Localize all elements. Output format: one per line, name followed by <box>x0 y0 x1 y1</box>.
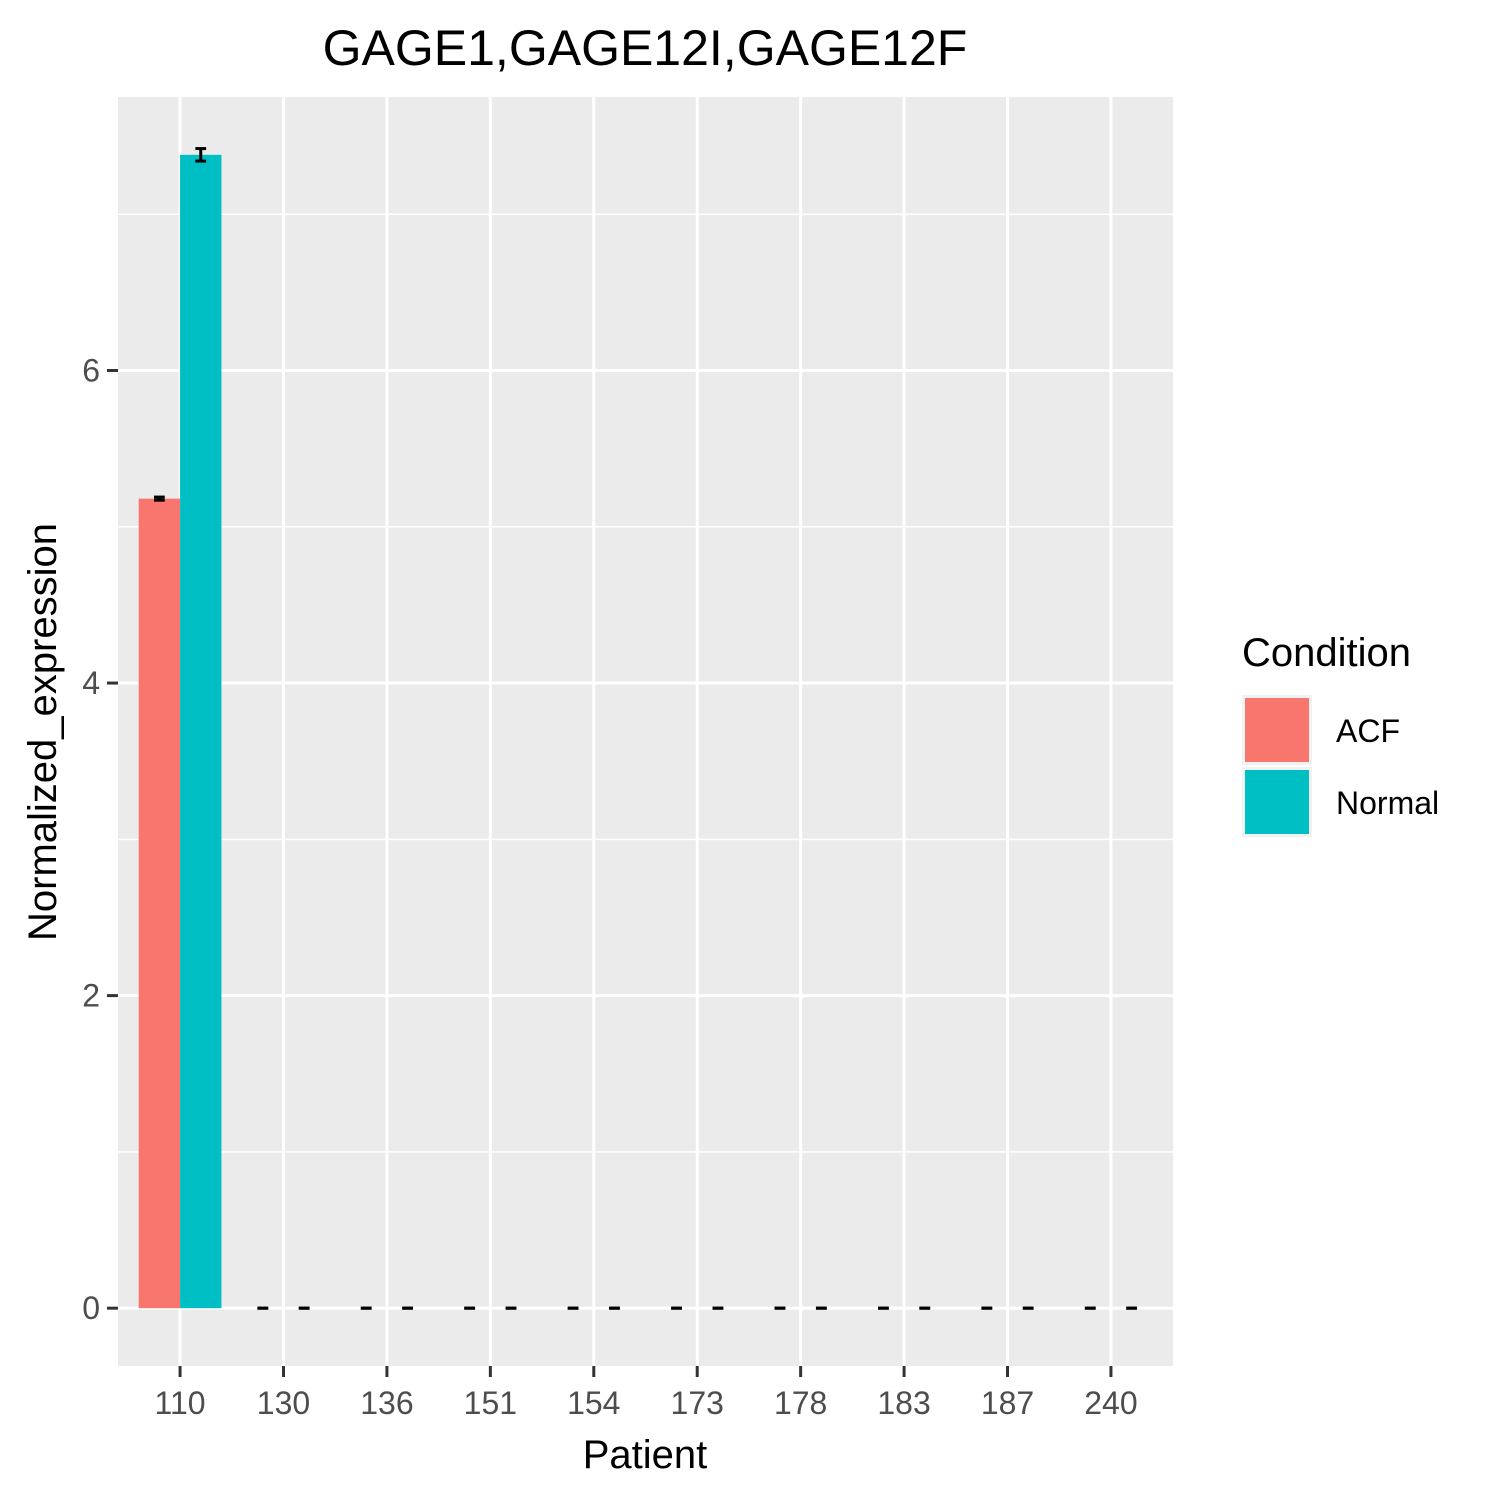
minor-gridlines <box>118 213 1173 1153</box>
y-axis: 0 2 4 6 <box>82 352 118 1326</box>
legend-key-acf <box>1245 698 1309 762</box>
bar-normal-110 <box>180 154 222 1309</box>
x-axis-title: Patient <box>583 1433 708 1477</box>
x-tick-label: 183 <box>877 1385 930 1421</box>
y-tick-label: 2 <box>82 978 100 1014</box>
x-tick-label: 173 <box>671 1385 724 1421</box>
legend-label-acf: ACF <box>1336 713 1400 749</box>
bars <box>138 154 222 1309</box>
major-gridlines <box>118 97 1173 1366</box>
y-tick-label: 4 <box>82 665 100 701</box>
legend-title: Condition <box>1242 631 1411 675</box>
error-bar-acf-110 <box>153 495 165 502</box>
y-axis-title: Normalized_expression <box>21 523 65 941</box>
bar-acf-110 <box>138 498 181 1309</box>
error-bars <box>153 147 1138 1310</box>
x-tick-label: 240 <box>1084 1385 1137 1421</box>
y-tick-label: 6 <box>82 352 100 388</box>
x-tick-label: 130 <box>257 1385 310 1421</box>
x-tick-label: 151 <box>464 1385 517 1421</box>
x-axis: 110 130 136 151 154 173 178 183 187 240 <box>155 1366 1138 1421</box>
x-tick-label: 178 <box>774 1385 827 1421</box>
plot-panel <box>118 97 1173 1366</box>
legend: Condition ACF Normal <box>1242 631 1439 837</box>
error-bar-normal-110 <box>195 147 207 163</box>
y-tick-label: 0 <box>82 1290 100 1326</box>
legend-key-normal <box>1245 770 1309 834</box>
x-tick-label: 110 <box>155 1385 206 1421</box>
chart-title: GAGE1,GAGE12I,GAGE12F <box>323 20 968 76</box>
legend-label-normal: Normal <box>1336 785 1439 821</box>
x-tick-label: 154 <box>567 1385 620 1421</box>
x-tick-label: 187 <box>981 1385 1034 1421</box>
x-tick-label: 136 <box>360 1385 413 1421</box>
